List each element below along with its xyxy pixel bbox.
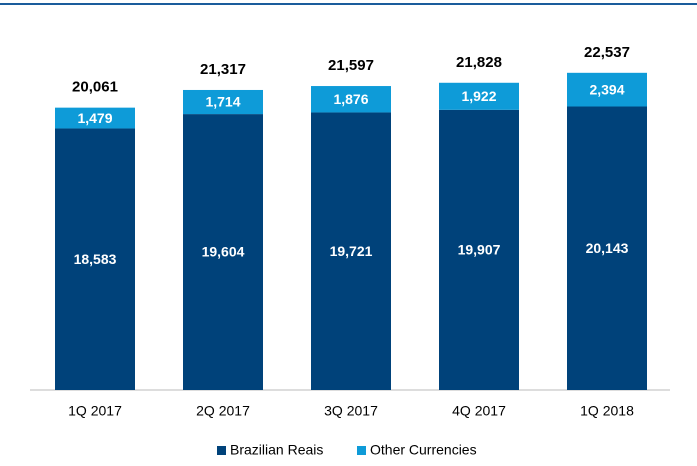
- value-label: 19,604: [202, 244, 245, 260]
- total-label: 21,317: [200, 61, 246, 78]
- value-label: 1,714: [205, 94, 240, 110]
- total-label: 21,597: [328, 57, 374, 74]
- legend-label: Brazilian Reais: [230, 442, 323, 458]
- bar-segment: [439, 109, 519, 391]
- bar-segment: [567, 72, 647, 107]
- value-label: 2,394: [589, 81, 624, 97]
- x-tick-label: 4Q 2017: [452, 403, 506, 419]
- legend-swatch: [217, 446, 226, 455]
- bar-segment: [311, 86, 391, 113]
- total-label: 22,537: [584, 44, 630, 61]
- value-label: 19,721: [330, 243, 373, 259]
- bar-segment: [183, 114, 263, 390]
- bar-segment: [55, 107, 135, 129]
- value-label: 1,922: [461, 88, 496, 104]
- bar-segment: [183, 89, 263, 115]
- bar-segment: [55, 128, 135, 390]
- value-label: 1,876: [333, 91, 368, 107]
- value-label: 1,479: [77, 110, 112, 126]
- value-label: 20,143: [586, 240, 629, 256]
- x-tick-label: 1Q 2017: [68, 403, 122, 419]
- bar-segment: [311, 112, 391, 390]
- bar-segment: [439, 82, 519, 110]
- legend-label: Other Currencies: [370, 442, 477, 458]
- x-tick-label: 2Q 2017: [196, 403, 250, 419]
- legend-swatch: [357, 446, 366, 455]
- total-label: 21,828: [456, 54, 502, 71]
- value-label: 18,583: [74, 251, 117, 267]
- bar-segment: [567, 106, 647, 391]
- value-label: 19,907: [458, 242, 501, 258]
- x-tick-label: 1Q 2018: [580, 403, 634, 419]
- x-tick-label: 3Q 2017: [324, 403, 378, 419]
- total-label: 20,061: [72, 79, 118, 96]
